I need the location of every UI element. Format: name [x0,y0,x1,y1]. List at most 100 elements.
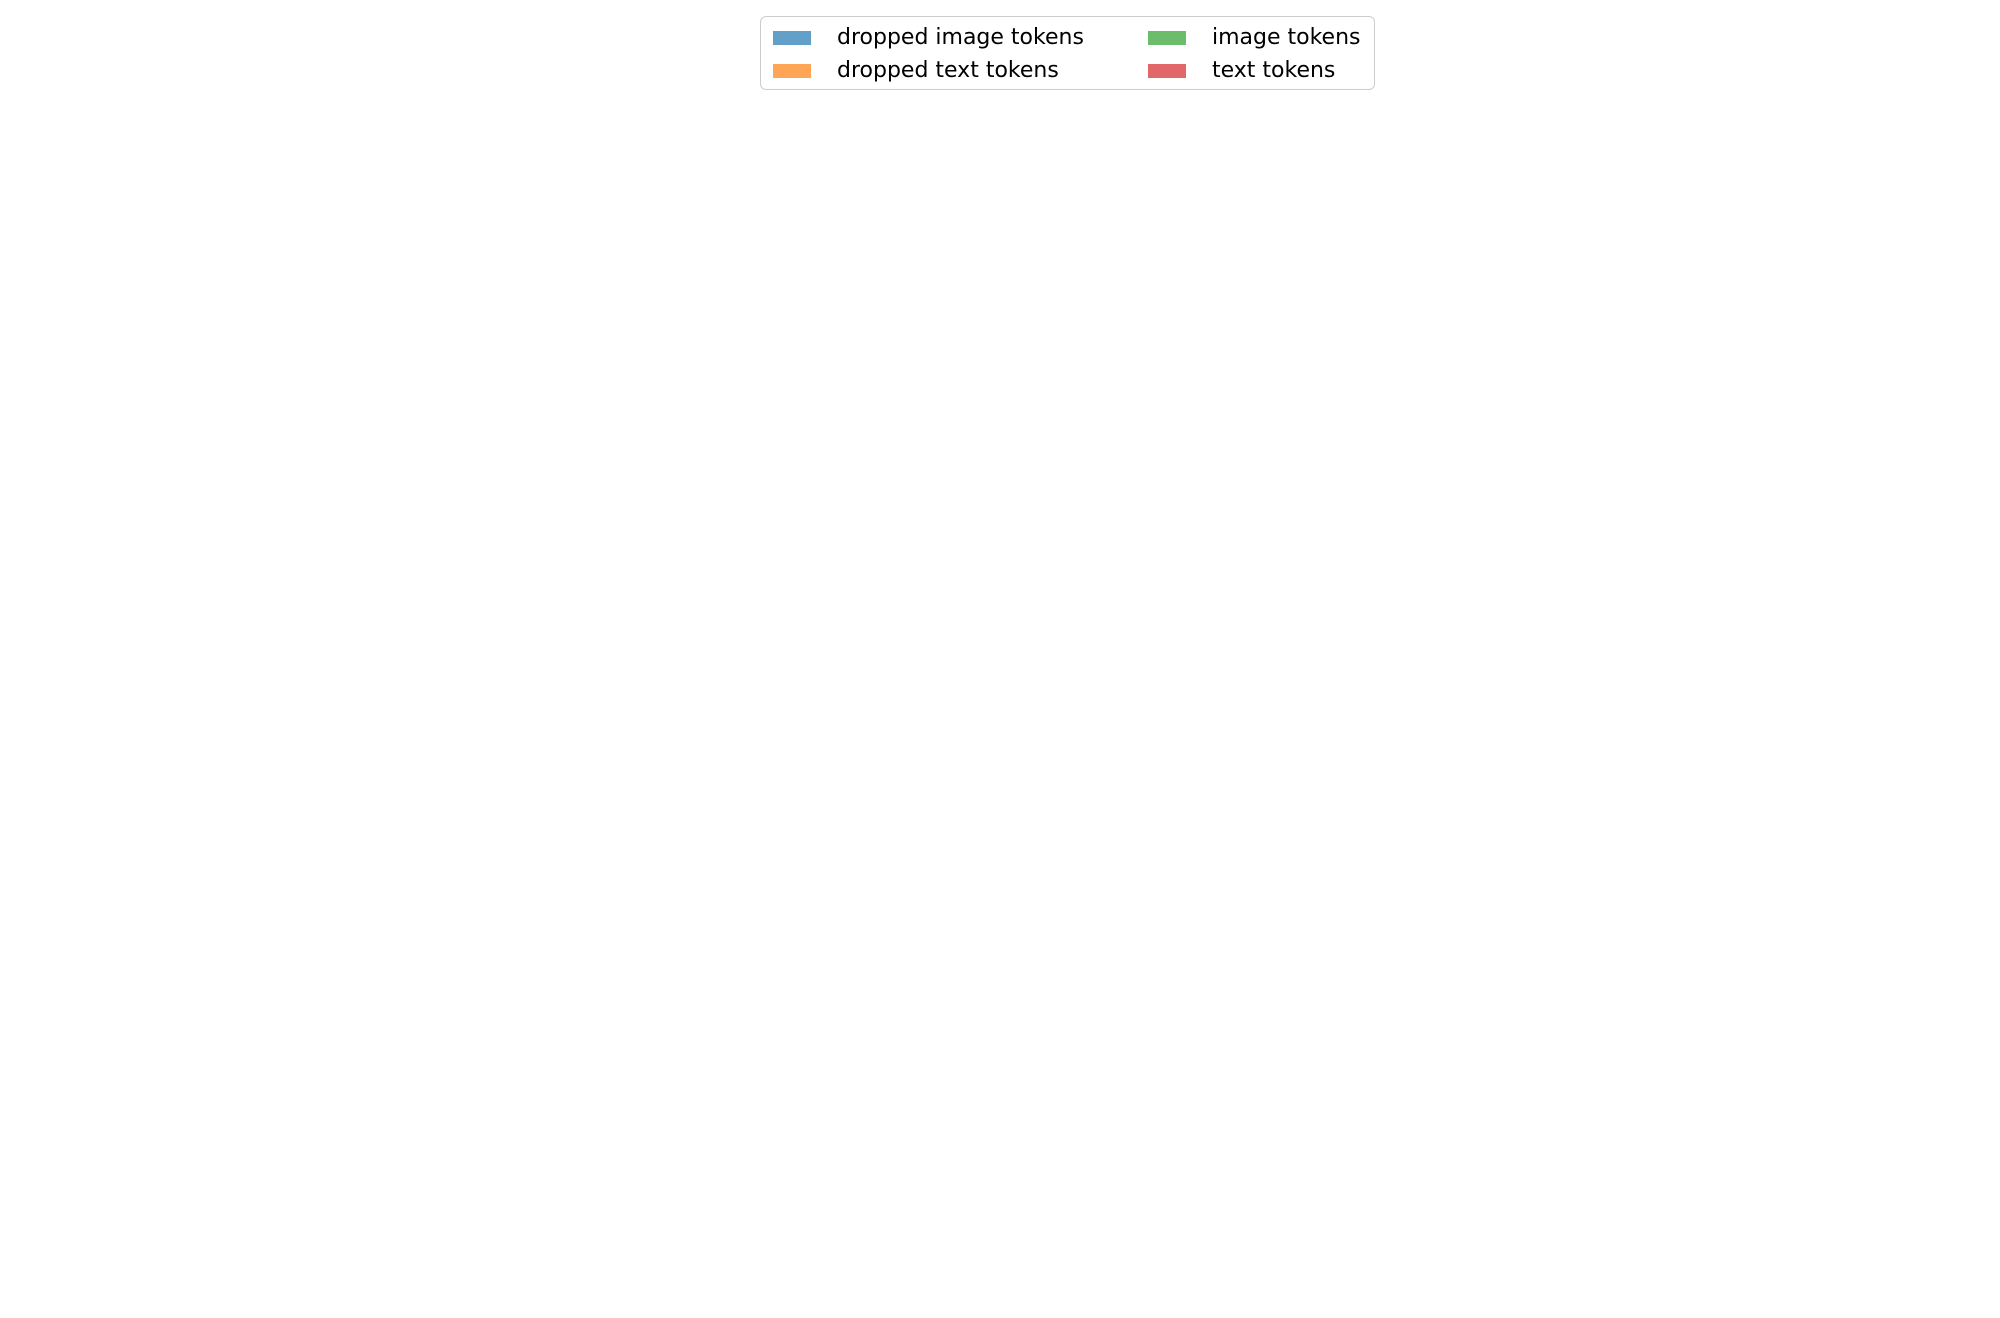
y-tick-label: 10000 [1462,1030,1526,1054]
image-bar [1821,537,1865,622]
x-tick-label: 3 [1673,1227,1686,1251]
x-tick-label: 4 [343,1227,356,1251]
x-tick-label: 1 [1563,1227,1576,1251]
x-tick-label: 7 [1198,1227,1211,1251]
image-bar [964,351,1008,622]
dropped-image-bar [1018,303,1063,622]
image-bar [1018,351,1063,622]
subplot-title: MoE Block 9 [980,736,1156,770]
legend-item-dropped-text: dropped text tokens [773,58,1059,83]
subplot-title: MoE Block 11 [1664,736,1859,770]
dropped-image-bar [1018,975,1063,1215]
x-tick-label: 2 [1618,1227,1631,1251]
y-axis-label: number of tokens per expert [19,151,59,654]
image-bar [964,989,1008,1215]
image-bar [1875,486,1920,622]
image-bar [437,1184,481,1215]
image-bar [546,1020,591,1215]
image-bar [218,430,263,622]
image-bar [1547,969,1592,1215]
dropped-image-bar [1237,1124,1282,1215]
dropped-image-bar [1237,566,1282,622]
x-tick-label: 6 [1144,1227,1157,1251]
image-bar [1657,969,1701,1215]
subplot-title: MoE Block 1 [289,143,465,177]
y-axis-label: number of tokens per expert [19,744,59,1247]
y-tick-label: 5000 [1475,1116,1526,1140]
text-bar [1657,1200,1701,1215]
image-bar [1657,435,1701,622]
image-bar [1711,424,1756,622]
y-tick-label: 5000 [782,1108,833,1132]
axes-frame [843,774,1293,1216]
image-bar [327,1040,372,1215]
image-bar [1821,992,1865,1215]
dropped-image-bar [1602,1107,1647,1215]
y-tick-label: 0 [129,1203,142,1227]
x-tick-label: 3 [1673,634,1686,658]
x-tick-label: 3 [289,1227,302,1251]
image-bar [909,944,954,1215]
image-bar [854,351,899,622]
dropped-image-bar [1657,885,1701,1215]
text-bar [1875,618,1920,622]
text-bar [218,1192,263,1215]
x-axis-label: expert id [990,668,1147,708]
dropped-image-bar [546,202,591,623]
text-bar [1547,1146,1592,1215]
dropped-image-bar [854,795,899,1215]
x-tick-label: 7 [1891,634,1904,658]
x-tick-label: 1 [870,1227,883,1251]
dropped-image-bar [1547,202,1592,622]
dropped-image-bar [854,202,899,622]
text-bar [1128,616,1172,622]
y-tick-label: 20000 [769,822,833,846]
image-bar [1237,566,1282,622]
dropped-image-bar [273,364,317,622]
text-bar [909,1184,954,1215]
y-tick-label: 15000 [769,324,833,348]
dropped-image-bar [382,1123,427,1215]
x-axis-label: expert id [299,668,456,708]
axes-frame [843,181,1293,623]
x-tick-label: 6 [453,634,466,658]
text-bar [1182,619,1227,622]
text-bar [273,1203,317,1215]
image-bar [1602,1107,1647,1215]
x-tick-label: 7 [1198,634,1211,658]
y-tick-label: 30000 [1462,193,1526,217]
dropped-image-bar [1182,247,1227,623]
y-tick-label: 10000 [1462,471,1526,495]
image-bar [382,1123,427,1215]
dropped-image-bar [327,373,372,622]
image-bar [163,1016,208,1215]
dropped-image-bar [437,423,481,622]
image-bar [909,362,954,622]
axes-frame [152,774,602,1216]
axes-frame [152,181,602,623]
y-tick-label: 0 [820,1203,833,1227]
y-tick-label: 0 [820,610,833,634]
text-bar [163,580,208,622]
x-tick-label: 8 [1946,1227,1959,1251]
subplot: 1 2 3 4 5 6 7 8 0 5000 10000 15000 20000 25000 MoE Blo… [1403,736,1986,1301]
x-tick-label: 8 [1253,634,1266,658]
dropped-image-bar [1711,1003,1756,1215]
x-tick-label: 1 [870,634,883,658]
dropped-image-bar [218,987,263,1215]
y-tick-label: 25000 [78,193,142,217]
text-bar [1821,618,1865,622]
dropped-image-bar [1875,1105,1920,1215]
image-bar [854,944,899,1215]
subplot: 1 2 3 4 5 6 7 8 0 5000 10000 15000 20000 MoE Block 9 e… [710,736,1293,1301]
text-bar [1128,1204,1172,1215]
image-bar [1930,535,1975,622]
x-tick-label: 6 [1837,634,1850,658]
y-axis-label: number of tokens per expert [1403,744,1443,1247]
subplot-title: MoE Block 7 [289,736,465,770]
x-tick-label: 5 [1782,634,1795,658]
y-tick-label: 15000 [78,360,142,384]
image-bar [1073,439,1118,622]
dropped-image-bar [1657,435,1701,622]
